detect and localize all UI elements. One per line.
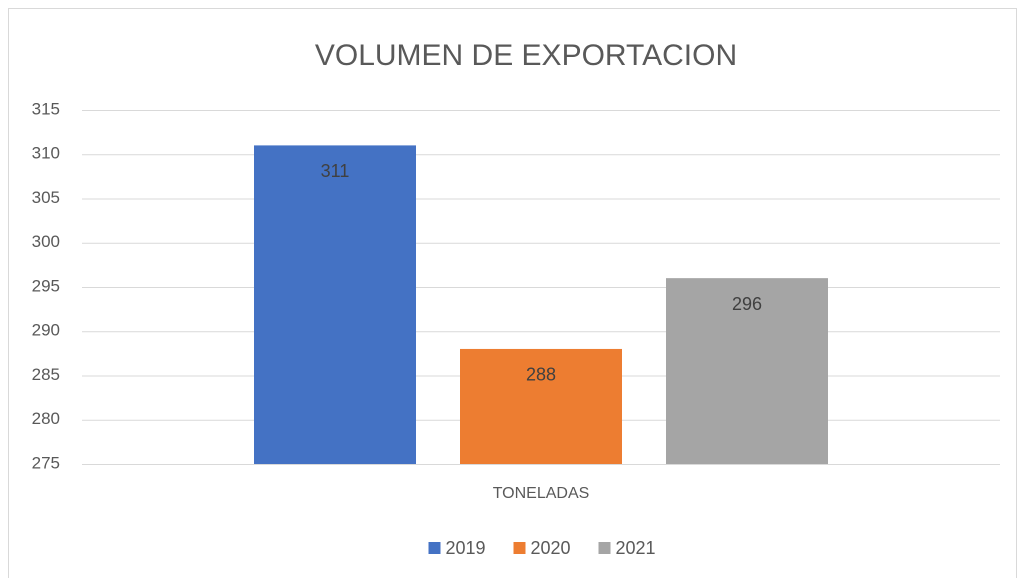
legend-label: 2019 (446, 538, 486, 558)
chart-title: VOLUMEN DE EXPORTACION (315, 39, 737, 72)
legend-swatch (428, 542, 441, 554)
data-label: 311 (321, 161, 350, 181)
data-label: 296 (732, 294, 762, 314)
legend-label: 2021 (616, 538, 656, 558)
legend-label: 2020 (531, 538, 571, 558)
legend-swatch (513, 542, 526, 554)
y-tick-label: 310 (32, 144, 60, 163)
bar (254, 145, 416, 464)
y-tick-label: 285 (32, 365, 60, 384)
y-tick-label: 290 (32, 321, 60, 340)
chart-border (8, 8, 1017, 578)
x-tick-label: TONELADAS (493, 485, 590, 502)
y-tick-label: 315 (32, 99, 60, 118)
legend-swatch (598, 542, 611, 554)
bar (666, 278, 828, 464)
y-tick-label: 295 (32, 276, 60, 295)
bar (460, 348, 622, 464)
y-tick-label: 300 (32, 232, 60, 251)
y-tick-label: 305 (32, 188, 60, 207)
data-label: 288 (526, 365, 556, 385)
y-tick-label: 275 (32, 453, 60, 472)
y-tick-label: 280 (32, 409, 60, 428)
